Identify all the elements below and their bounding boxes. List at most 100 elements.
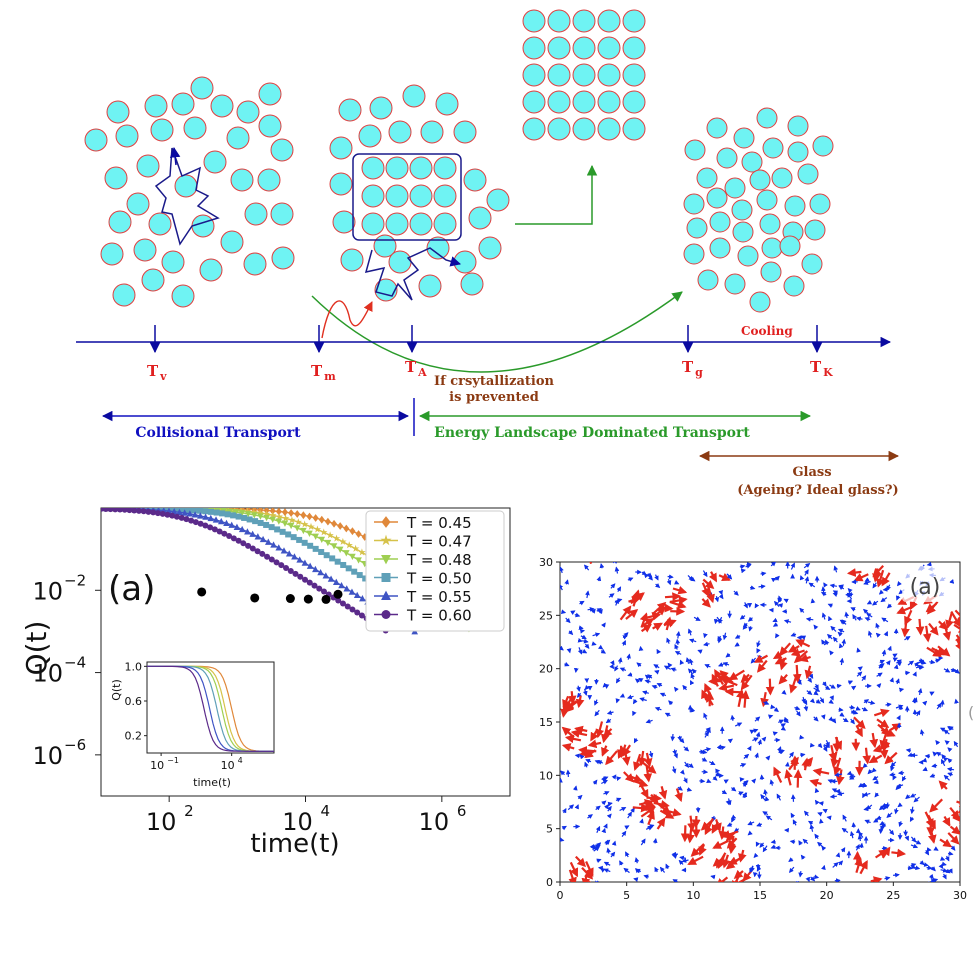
immobile-vector	[810, 598, 816, 604]
immobile-vector	[578, 625, 584, 631]
immobile-vector	[595, 805, 601, 811]
particle	[761, 237, 783, 259]
immobile-vector	[644, 679, 651, 684]
mobile-vector	[740, 673, 750, 683]
data-point	[331, 519, 338, 528]
data-point	[230, 512, 237, 519]
mobile-vector	[652, 622, 663, 631]
particle	[683, 243, 705, 265]
immobile-vector	[764, 796, 770, 802]
immobile-vector	[656, 648, 662, 655]
immobile-vector	[672, 749, 677, 756]
particle	[104, 166, 128, 190]
immobile-vector	[896, 581, 902, 587]
immobile-vector	[935, 739, 941, 746]
immobile-vector	[665, 863, 670, 869]
immobile-vector	[910, 806, 915, 815]
immobile-vector	[688, 638, 697, 644]
mobile-vector	[702, 578, 715, 590]
immobile-vector	[783, 619, 792, 624]
data-point	[244, 511, 252, 518]
immobile-vector	[683, 777, 688, 784]
particle	[426, 236, 450, 260]
mobile-vector	[663, 619, 677, 628]
immobile-vector	[717, 638, 723, 644]
immobile-vector	[626, 653, 631, 660]
y-tick-label: 10	[32, 660, 63, 688]
particle	[257, 168, 281, 192]
legend-item: T = 0.60	[374, 607, 472, 625]
immobile-vector	[608, 593, 615, 598]
immobile-vector	[817, 742, 823, 749]
data-point	[320, 588, 327, 595]
immobile-vector	[638, 645, 644, 651]
particle	[684, 139, 706, 161]
immobile-vector	[690, 673, 696, 680]
immobile-vector	[619, 806, 627, 812]
data-point	[306, 512, 313, 521]
data-point	[264, 553, 271, 560]
mobile-vector	[778, 673, 788, 685]
particle	[756, 107, 778, 129]
immobile-vector	[677, 785, 683, 791]
data-point	[250, 508, 258, 516]
immobile-vector	[761, 736, 767, 742]
immobile-vector	[703, 632, 708, 639]
inset-x-tick-exponent: 4	[238, 756, 243, 765]
mobile-vector	[714, 668, 724, 685]
inset-x-tick-exponent: −1	[167, 756, 179, 765]
immobile-vector	[581, 648, 588, 654]
particle	[369, 96, 393, 120]
immobile-vector	[881, 846, 888, 851]
mobile-vector	[664, 592, 682, 602]
data-point	[269, 516, 277, 523]
mobile-vector	[931, 647, 946, 656]
x-tick-exponent: 6	[457, 802, 467, 820]
immobile-vector	[873, 818, 879, 823]
immobile-vector	[866, 599, 873, 605]
immobile-vector	[704, 727, 711, 733]
mobile-vector	[725, 831, 736, 842]
immobile-vector	[746, 745, 752, 752]
immobile-vector	[655, 583, 661, 589]
particle	[332, 210, 356, 234]
immobile-vector	[850, 718, 855, 725]
data-point	[312, 533, 319, 540]
immobile-vector	[756, 648, 761, 654]
particle	[385, 184, 409, 208]
series-0-60	[101, 508, 389, 634]
mobile-vector	[765, 678, 775, 696]
immobile-vector	[730, 714, 736, 721]
data-point	[287, 522, 295, 530]
mobile-vector	[833, 736, 843, 751]
legend-label: T = 0.45	[406, 514, 472, 532]
particle	[409, 212, 433, 236]
immobile-vector	[570, 610, 576, 615]
particle	[597, 117, 621, 141]
immobile-vector	[858, 842, 864, 848]
side-mark: (	[968, 703, 974, 722]
immobile-vector	[632, 698, 638, 705]
data-point	[221, 530, 228, 537]
immobile-vector	[651, 684, 658, 690]
immobile-vector	[765, 815, 773, 821]
immobile-vector	[817, 812, 823, 817]
immobile-vector	[829, 583, 838, 589]
mobile-vector	[630, 592, 645, 605]
immobile-vector	[790, 632, 797, 637]
immobile-vector	[886, 603, 893, 609]
cooling-label: Cooling	[741, 324, 793, 338]
immobile-vector	[762, 845, 768, 853]
data-point	[279, 528, 286, 535]
particle	[190, 76, 214, 100]
immobile-vector	[683, 746, 690, 752]
mobile-vector	[658, 785, 668, 800]
mobile-vector	[640, 623, 652, 633]
immobile-vector	[754, 752, 759, 759]
particle	[724, 273, 746, 295]
data-point	[290, 534, 297, 541]
tau-marker	[333, 589, 343, 599]
immobile-vector	[747, 616, 754, 622]
mobile-vector	[708, 571, 718, 583]
immobile-vector	[947, 726, 953, 731]
